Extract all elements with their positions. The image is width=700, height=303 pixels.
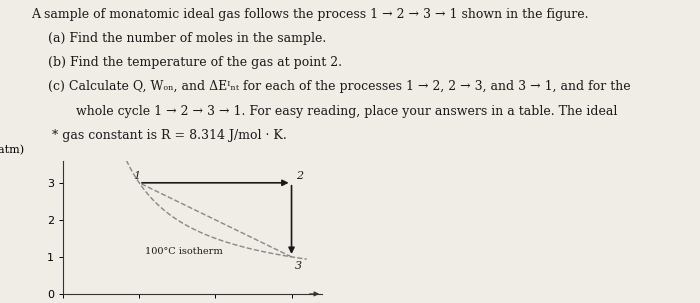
Y-axis label: p (atm): p (atm)	[0, 145, 24, 155]
Text: (a) Find the number of moles in the sample.: (a) Find the number of moles in the samp…	[32, 32, 326, 45]
Text: A sample of monatomic ideal gas follows the process 1 → 2 → 3 → 1 shown in the f: A sample of monatomic ideal gas follows …	[32, 8, 589, 21]
Text: (c) Calculate Q, Wₒₙ, and ΔEᴵₙₜ for each of the processes 1 → 2, 2 → 3, and 3 → : (c) Calculate Q, Wₒₙ, and ΔEᴵₙₜ for each…	[32, 80, 630, 93]
Text: whole cycle 1 → 2 → 3 → 1. For easy reading, place your answers in a table. The : whole cycle 1 → 2 → 3 → 1. For easy read…	[32, 105, 617, 118]
Text: 3: 3	[295, 261, 302, 271]
Text: (b) Find the temperature of the gas at point 2.: (b) Find the temperature of the gas at p…	[32, 56, 342, 69]
Text: * gas constant is R = 8.314 J/mol · K.: * gas constant is R = 8.314 J/mol · K.	[32, 129, 286, 142]
Text: 1: 1	[133, 171, 141, 181]
Text: 100°C isotherm: 100°C isotherm	[146, 247, 223, 256]
Text: 2: 2	[296, 171, 303, 181]
